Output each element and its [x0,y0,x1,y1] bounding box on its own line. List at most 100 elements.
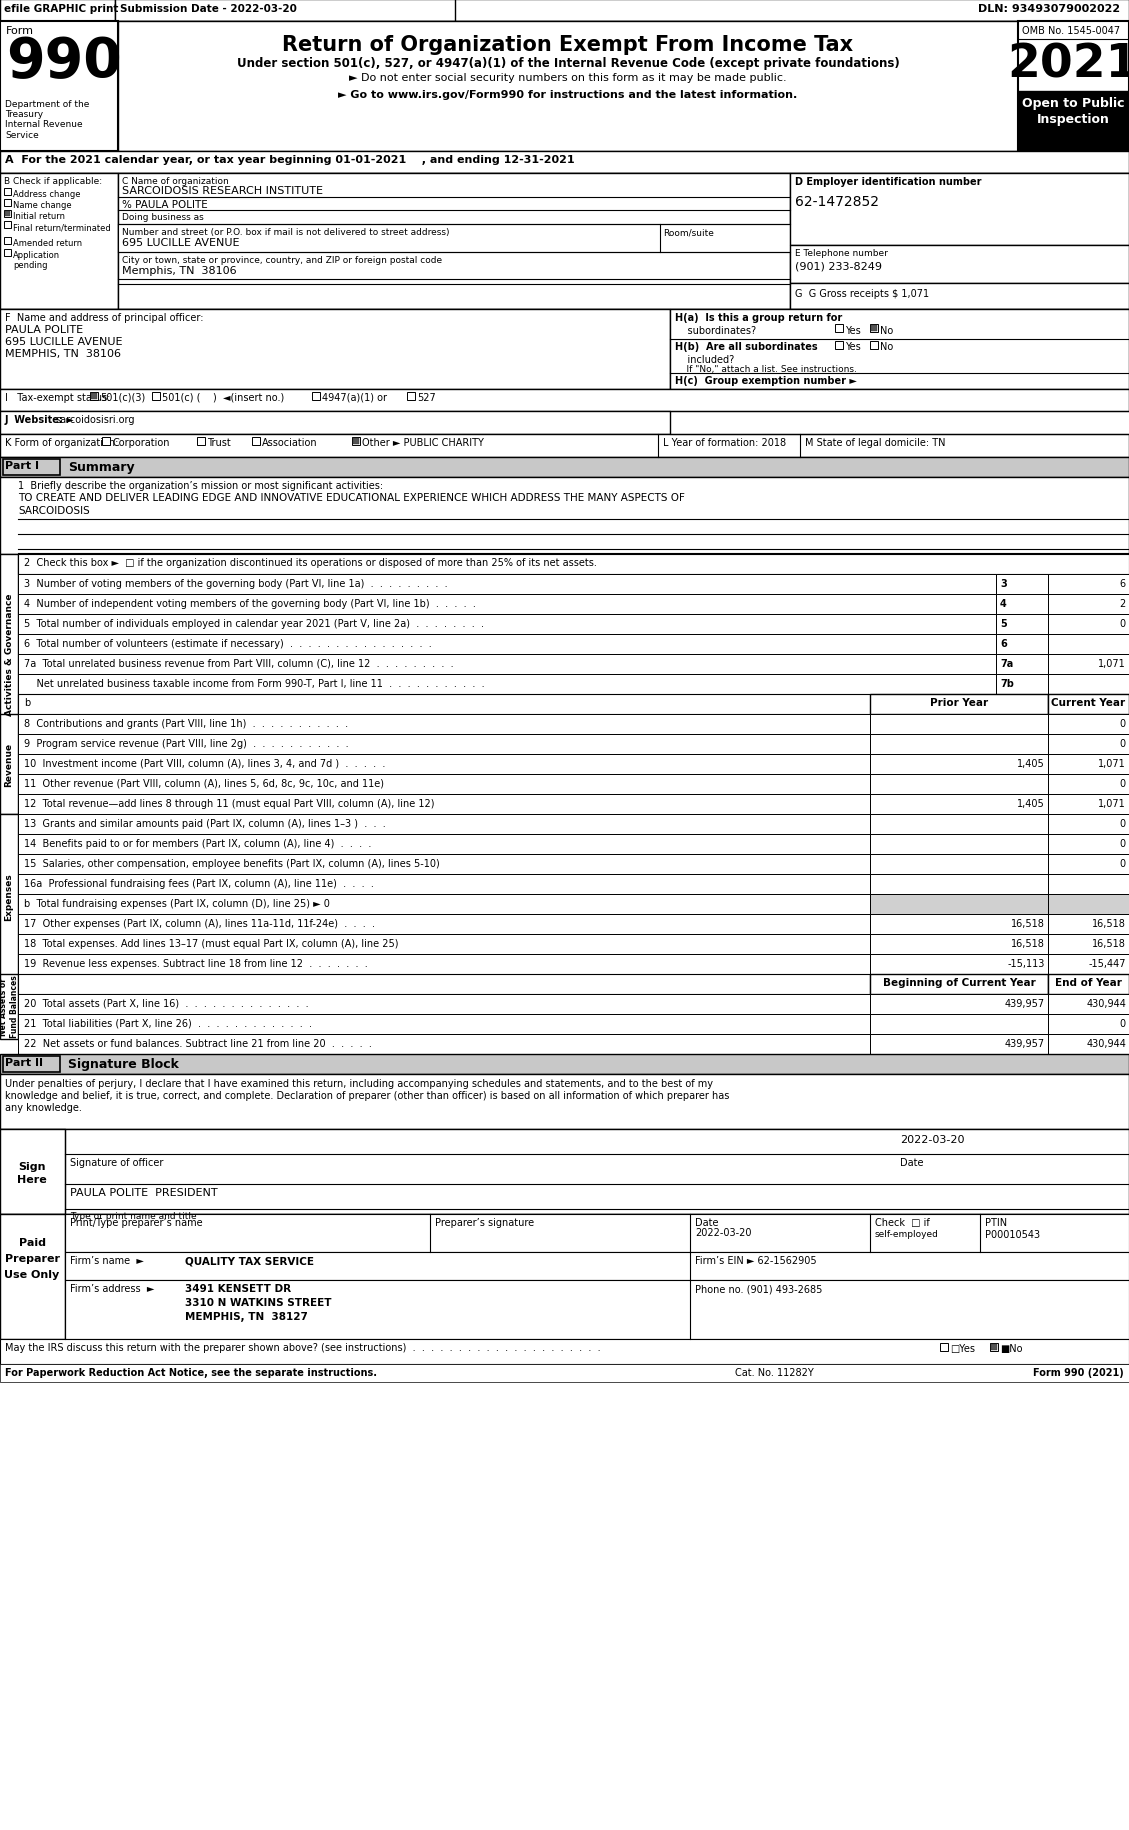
Text: Yes: Yes [844,342,860,351]
Text: 3  Number of voting members of the governing body (Part VI, line 1a)  .  .  .  .: 3 Number of voting members of the govern… [24,578,447,589]
Text: Type or print name and title: Type or print name and title [70,1211,196,1221]
Text: self-employed: self-employed [875,1230,939,1239]
Text: J  Website: ►: J Website: ► [5,415,75,425]
Text: 990: 990 [6,35,122,90]
Bar [18,915,870,935]
Bar [996,655,1048,675]
Text: Doing business as: Doing business as [122,212,203,221]
Bar [0,714,18,814]
Text: Part I: Part I [5,461,40,470]
Text: Signature Block: Signature Block [68,1058,178,1071]
Text: 2: 2 [1120,598,1126,609]
Bar [0,1215,1129,1340]
Bar [0,478,1129,554]
Text: Phone no. (901) 493-2685: Phone no. (901) 493-2685 [695,1283,822,1294]
Bar [119,22,1018,152]
Bar [996,675,1048,695]
Bar [18,974,870,994]
Bar [18,734,870,754]
Text: End of Year: End of Year [1054,977,1121,988]
Bar [1048,915,1129,935]
Text: Preparer: Preparer [5,1254,60,1263]
Text: Room/suite: Room/suite [663,229,714,236]
Bar [18,814,870,834]
Text: Initial return: Initial return [14,212,65,221]
Text: 62-1472852: 62-1472852 [795,194,879,209]
Bar [1048,675,1129,695]
Text: Other ► PUBLIC CHARITY: Other ► PUBLIC CHARITY [362,437,484,448]
Text: No: No [879,342,893,351]
Text: 16,518: 16,518 [1012,919,1045,928]
Text: 21  Total liabilities (Part X, line 26)  .  .  .  .  .  .  .  .  .  .  .  .  .: 21 Total liabilities (Part X, line 26) .… [24,1019,312,1028]
Bar [0,412,669,436]
Bar [1048,834,1129,855]
Bar [1048,695,1129,714]
Bar [0,174,119,309]
Bar [18,695,1129,714]
Bar [1048,1014,1129,1034]
Text: H(c)  Group exemption number ►: H(c) Group exemption number ► [675,375,857,386]
Bar [790,174,1129,245]
Bar [870,734,1048,754]
Text: (901) 233-8249: (901) 233-8249 [795,262,882,271]
Text: 6: 6 [1000,639,1007,648]
Bar [18,855,870,875]
Bar [996,595,1048,615]
Text: If "No," attach a list. See instructions.: If "No," attach a list. See instructions… [675,364,857,373]
Text: 9  Program service revenue (Part VIII, line 2g)  .  .  .  .  .  .  .  .  .  .  .: 9 Program service revenue (Part VIII, li… [24,739,349,748]
Bar [18,895,870,915]
Bar [3,459,60,476]
Bar [870,814,1048,834]
Bar [1048,714,1129,734]
Bar [65,1281,1129,1340]
Text: 439,957: 439,957 [1005,999,1045,1008]
Text: 430,944: 430,944 [1086,999,1126,1008]
Bar [90,393,98,401]
Text: H(b)  Are all subordinates: H(b) Are all subordinates [675,342,817,351]
Bar [790,245,1129,284]
Text: Under section 501(c), 527, or 4947(a)(1) of the Internal Revenue Code (except pr: Under section 501(c), 527, or 4947(a)(1)… [237,57,900,70]
Text: 0: 0 [1120,719,1126,728]
Text: Yes: Yes [844,326,860,337]
Text: Treasury: Treasury [5,110,43,119]
Bar [1048,575,1129,595]
Bar [1048,875,1129,895]
Bar [0,1054,1129,1074]
Bar [870,695,1048,714]
Text: Signature of officer: Signature of officer [70,1157,164,1168]
Text: B Check if applicable:: B Check if applicable: [5,178,102,187]
Bar [1048,635,1129,655]
Text: A  For the 2021 calendar year, or tax year beginning 01-01-2021    , and ending : A For the 2021 calendar year, or tax yea… [5,156,575,165]
Text: 695 LUCILLE AVENUE: 695 LUCILLE AVENUE [122,238,239,247]
Text: 22  Net assets or fund balances. Subtract line 21 from line 20  .  .  .  .  .: 22 Net assets or fund balances. Subtract… [24,1038,371,1049]
Text: 17  Other expenses (Part IX, column (A), lines 11a-11d, 11f-24e)  .  .  .  .: 17 Other expenses (Part IX, column (A), … [24,919,375,928]
Bar [0,309,1129,390]
Text: Beginning of Current Year: Beginning of Current Year [883,977,1035,988]
Text: Inspection: Inspection [1036,113,1110,126]
Bar [1048,935,1129,955]
Text: 0: 0 [1120,858,1126,869]
Text: K Form of organization:: K Form of organization: [5,437,119,448]
Text: 15  Salaries, other compensation, employee benefits (Part IX, column (A), lines : 15 Salaries, other compensation, employe… [24,858,440,869]
Bar [870,1014,1048,1034]
Text: Return of Organization Exempt From Income Tax: Return of Organization Exempt From Incom… [282,35,854,55]
Bar [870,834,1048,855]
Text: □Yes: □Yes [949,1343,975,1352]
Text: P00010543: P00010543 [984,1230,1040,1239]
Bar [0,814,18,979]
Text: F  Name and address of principal officer:: F Name and address of principal officer: [5,313,203,322]
Text: 527: 527 [417,393,436,403]
Bar [0,22,119,152]
Text: Use Only: Use Only [5,1270,60,1279]
Bar [0,974,18,1039]
Text: 6  Total number of volunteers (estimate if necessary)  .  .  .  .  .  .  .  .  .: 6 Total number of volunteers (estimate i… [24,639,431,648]
Bar [870,994,1048,1014]
Text: 3310 N WATKINS STREET: 3310 N WATKINS STREET [185,1297,332,1307]
Text: 6: 6 [1120,578,1126,589]
Bar [18,1034,870,1054]
Bar [870,974,1048,994]
Text: 2021: 2021 [1007,42,1129,88]
Text: DLN: 93493079002022: DLN: 93493079002022 [978,4,1120,15]
Bar [352,437,360,447]
Text: 10  Investment income (Part VIII, column (A), lines 3, 4, and 7d )  .  .  .  .  : 10 Investment income (Part VIII, column … [24,759,385,769]
